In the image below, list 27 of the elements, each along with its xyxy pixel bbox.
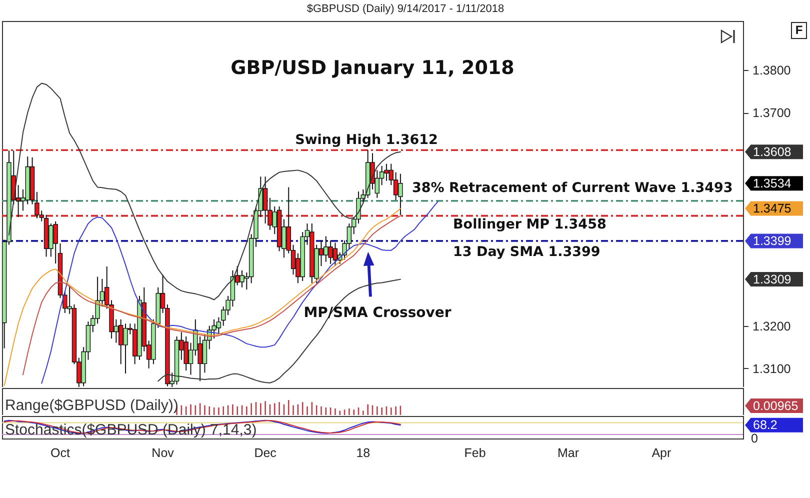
- text: 68.2: [753, 418, 778, 432]
- ref-line-label: Swing High 1.3612: [295, 132, 438, 148]
- x-tick-label: Dec: [254, 446, 276, 460]
- text: GBP/USD January 11, 2018: [230, 57, 514, 79]
- x-tick-label: Mar: [557, 446, 579, 460]
- y-tick-label: 1.3800: [752, 64, 791, 78]
- letter-button: F: [791, 22, 807, 39]
- x-tick-label: Nov: [152, 446, 175, 460]
- x-tick-label: 18: [356, 446, 370, 460]
- y-tick-label: 1.3200: [752, 319, 791, 334]
- chart-title: $GBPUSD (Daily) 9/14/2017 - 1/11/2018: [306, 3, 504, 15]
- text: 1.3309: [753, 272, 792, 286]
- x-tick-label: Feb: [464, 446, 486, 460]
- ref-line-label: Bollinger MP 1.3458: [453, 216, 606, 232]
- y-tick-label: 1.3700: [752, 106, 791, 120]
- x-tick-label: Oct: [50, 446, 70, 460]
- text: 1.3534: [753, 176, 792, 190]
- text: 1.3399: [753, 234, 792, 248]
- chart-title: Range($GBPUSD (Daily)): [5, 396, 178, 414]
- ref-line-label: 38% Retracement of Current Wave 1.3493: [412, 180, 733, 196]
- text: 1.3608: [753, 144, 792, 159]
- text: 1.3475: [753, 202, 792, 216]
- ref-line-label: 13 Day SMA 1.3399: [453, 244, 600, 260]
- y-tick-label: 1.3100: [752, 362, 791, 376]
- text: 0.00965: [753, 398, 798, 413]
- text: 0: [751, 432, 758, 446]
- x-tick-label: Apr: [652, 446, 672, 460]
